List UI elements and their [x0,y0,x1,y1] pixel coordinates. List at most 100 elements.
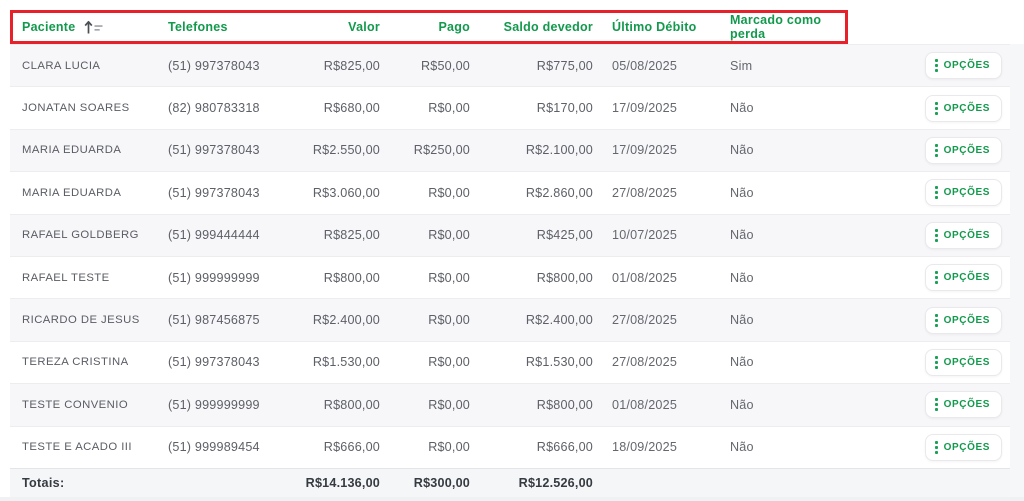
marcado-como-perda-cell: Não [730,397,754,412]
patient-name: JONATAN SOARES [22,102,130,115]
sort-ascending-icon[interactable] [83,20,105,35]
table-header-row: Paciente Telefones Valor Pago Saldo deve… [10,0,1010,44]
marcado-como-perda-cell: Não [730,143,754,158]
opcoes-button[interactable]: OPÇÕES [924,52,1002,80]
ultimo-debito-cell: 27/08/2025 [612,185,678,200]
totals-valor: R$14.136,00 [305,475,380,490]
column-header-telefones[interactable]: Telefones [168,20,228,34]
patient-name: RICARDO DE JESUS [22,314,140,327]
column-header-saldo-devedor[interactable]: Saldo devedor [503,20,593,34]
patient-phone: (51) 999444444 [168,228,260,243]
opcoes-button-label: OPÇÕES [943,60,990,72]
opcoes-button-label: OPÇÕES [943,102,990,114]
column-header-marcado-como-perda[interactable]: Marcado como perda [730,13,822,41]
saldo-devedor-cell: R$425,00 [536,228,593,243]
marcado-como-perda-cell: Não [730,313,754,328]
patients-table: Paciente Telefones Valor Pago Saldo deve… [10,0,1010,497]
opcoes-button-label: OPÇÕES [943,314,990,326]
valor-cell: R$2.400,00 [312,313,380,328]
valor-cell: R$800,00 [323,270,380,285]
patient-phone: (51) 997378043 [168,58,260,73]
opcoes-button-label: OPÇÕES [943,272,990,284]
marcado-como-perda-cell: Não [730,270,754,285]
column-header-paciente[interactable]: Paciente [22,20,168,35]
saldo-devedor-cell: R$666,00 [536,440,593,455]
valor-cell: R$825,00 [323,228,380,243]
ultimo-debito-cell: 18/09/2025 [612,440,678,455]
totals-saldo-devedor: R$12.526,00 [518,475,593,490]
valor-cell: R$666,00 [323,440,380,455]
kebab-icon [934,271,938,285]
pago-cell: R$0,00 [428,101,470,116]
opcoes-button[interactable]: OPÇÕES [924,433,1002,461]
valor-cell: R$1.530,00 [312,355,380,370]
column-header-ultimo-debito[interactable]: Último Débito [612,20,697,34]
patient-name: RAFAEL TESTE [22,271,110,284]
saldo-devedor-cell: R$775,00 [536,58,593,73]
opcoes-button-label: OPÇÕES [943,229,990,241]
table-row: RAFAEL GOLDBERG (51) 999444444 R$825,00 … [10,213,1010,256]
pago-cell: R$0,00 [428,185,470,200]
pago-cell: R$0,00 [428,270,470,285]
page-bottom-margin [0,497,1024,501]
ultimo-debito-cell: 17/09/2025 [612,101,678,116]
saldo-devedor-cell: R$800,00 [536,270,593,285]
pago-cell: R$250,00 [413,143,470,158]
valor-cell: R$3.060,00 [312,185,380,200]
table-row: MARIA EDUARDA (51) 997378043 R$3.060,00 … [10,171,1010,214]
ultimo-debito-cell: 01/08/2025 [612,397,678,412]
totals-label: Totais: [22,475,65,490]
patient-phone: (51) 999989454 [168,440,260,455]
opcoes-button-label: OPÇÕES [943,399,990,411]
saldo-devedor-cell: R$800,00 [536,397,593,412]
saldo-devedor-cell: R$170,00 [536,101,593,116]
pago-cell: R$0,00 [428,228,470,243]
opcoes-button[interactable]: OPÇÕES [924,94,1002,122]
opcoes-button[interactable]: OPÇÕES [924,348,1002,376]
ultimo-debito-cell: 27/08/2025 [612,313,678,328]
patient-name: MARIA EDUARDA [22,186,122,199]
pago-cell: R$50,00 [420,58,470,73]
table-row: CLARA LUCIA (51) 997378043 R$825,00 R$50… [10,44,1010,87]
saldo-devedor-cell: R$2.860,00 [525,185,593,200]
patient-name: TEREZA CRISTINA [22,356,129,369]
column-header-valor[interactable]: Valor [348,20,380,34]
table-row: RICARDO DE JESUS (51) 987456875 R$2.400,… [10,298,1010,341]
opcoes-button[interactable]: OPÇÕES [924,391,1002,419]
ultimo-debito-cell: 05/08/2025 [612,58,678,73]
opcoes-button-label: OPÇÕES [943,441,990,453]
kebab-icon [934,186,938,200]
table-row: JONATAN SOARES (82) 980783318 R$680,00 R… [10,86,1010,129]
opcoes-button[interactable]: OPÇÕES [924,136,1002,164]
valor-cell: R$2.550,00 [312,143,380,158]
marcado-como-perda-cell: Não [730,185,754,200]
marcado-como-perda-cell: Sim [730,58,753,73]
column-header-paciente-label: Paciente [22,20,76,34]
marcado-como-perda-cell: Não [730,440,754,455]
patient-name: TESTE CONVENIO [22,398,129,411]
pago-cell: R$0,00 [428,440,470,455]
opcoes-button[interactable]: OPÇÕES [924,306,1002,334]
opcoes-button[interactable]: OPÇÕES [924,179,1002,207]
table-row: MARIA EDUARDA (51) 997378043 R$2.550,00 … [10,128,1010,172]
table-row: RAFAEL TESTE (51) 999999999 R$800,00 R$0… [10,255,1010,299]
opcoes-button-label: OPÇÕES [943,356,990,368]
patient-phone: (82) 980783318 [168,101,260,116]
opcoes-button[interactable]: OPÇÕES [924,221,1002,249]
opcoes-button[interactable]: OPÇÕES [924,264,1002,292]
kebab-icon [934,355,938,369]
kebab-icon [934,143,938,157]
pago-cell: R$0,00 [428,397,470,412]
table-body: CLARA LUCIA (51) 997378043 R$825,00 R$50… [10,44,1010,468]
patient-phone: (51) 999999999 [168,397,260,412]
kebab-icon [934,313,938,327]
valor-cell: R$825,00 [323,58,380,73]
kebab-icon [934,440,938,454]
kebab-icon [934,101,938,115]
pago-cell: R$0,00 [428,355,470,370]
column-header-pago[interactable]: Pago [438,20,470,34]
ultimo-debito-cell: 10/07/2025 [612,228,678,243]
kebab-icon [934,398,938,412]
patient-name: MARIA EDUARDA [22,144,122,157]
